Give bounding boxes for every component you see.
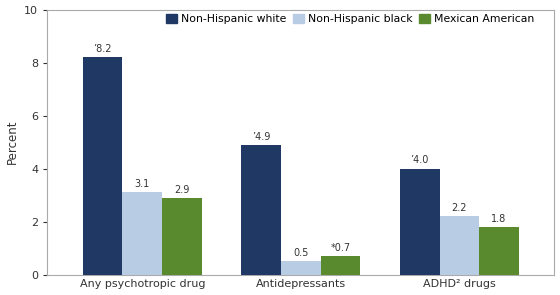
- Bar: [440, 216, 479, 275]
- Text: 2.9: 2.9: [174, 185, 190, 194]
- Bar: [83, 57, 123, 275]
- Legend: Non-Hispanic white, Non-Hispanic black, Mexican American: Non-Hispanic white, Non-Hispanic black, …: [161, 10, 539, 29]
- Bar: [281, 261, 321, 275]
- Text: 3.1: 3.1: [134, 179, 150, 189]
- Text: 1.8: 1.8: [491, 214, 507, 224]
- Text: ’8.2: ’8.2: [94, 44, 112, 54]
- Bar: [479, 227, 519, 275]
- Bar: [400, 168, 440, 275]
- Bar: [321, 256, 360, 275]
- Text: *0.7: *0.7: [330, 243, 351, 253]
- Bar: [162, 198, 202, 275]
- Text: 0.5: 0.5: [293, 248, 309, 258]
- Text: ’4.9: ’4.9: [252, 132, 270, 142]
- Bar: [123, 192, 162, 275]
- Bar: [241, 145, 281, 275]
- Y-axis label: Percent: Percent: [6, 120, 18, 164]
- Text: 2.2: 2.2: [451, 203, 467, 213]
- Text: ’4.0: ’4.0: [410, 155, 429, 165]
